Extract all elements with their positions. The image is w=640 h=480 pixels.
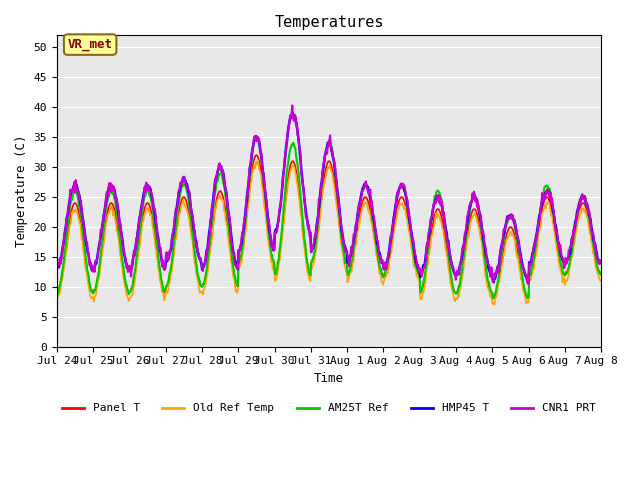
HMP45 T <box>396 184 404 190</box>
Line: Panel T: Panel T <box>57 155 601 299</box>
Panel T <box>53 290 61 296</box>
Panel T <box>253 152 260 158</box>
CNR1 PRT <box>412 253 420 259</box>
HMP45 T <box>53 265 61 271</box>
AM25T Ref <box>597 271 605 277</box>
Panel T <box>396 196 404 202</box>
X-axis label: Time: Time <box>314 372 344 385</box>
AM25T Ref <box>412 264 420 269</box>
CNR1 PRT <box>119 243 127 249</box>
CNR1 PRT <box>203 252 211 258</box>
AM25T Ref <box>396 184 404 190</box>
Panel T <box>119 263 127 269</box>
CNR1 PRT <box>525 281 532 287</box>
Panel T <box>412 263 420 269</box>
AM25T Ref <box>53 289 61 295</box>
Text: VR_met: VR_met <box>68 38 113 51</box>
CNR1 PRT <box>396 184 404 190</box>
Old Ref Temp <box>491 302 499 308</box>
Panel T <box>597 272 605 278</box>
Old Ref Temp <box>119 268 127 274</box>
AM25T Ref <box>203 266 211 272</box>
Panel T <box>174 216 182 221</box>
HMP45 T <box>597 259 605 265</box>
AM25T Ref <box>253 134 260 140</box>
CNR1 PRT <box>53 268 61 274</box>
Line: AM25T Ref: AM25T Ref <box>57 137 601 298</box>
Old Ref Temp <box>254 158 262 164</box>
Old Ref Temp <box>63 249 70 254</box>
HMP45 T <box>203 247 211 253</box>
Old Ref Temp <box>412 266 420 272</box>
Panel T <box>525 296 532 302</box>
Old Ref Temp <box>174 223 182 229</box>
HMP45 T <box>289 109 296 115</box>
Panel T <box>203 269 211 275</box>
AM25T Ref <box>174 204 182 209</box>
Line: Old Ref Temp: Old Ref Temp <box>57 161 601 305</box>
HMP45 T <box>119 239 127 245</box>
HMP45 T <box>174 196 182 202</box>
Old Ref Temp <box>203 275 211 280</box>
Line: HMP45 T: HMP45 T <box>57 112 601 282</box>
Y-axis label: Temperature (C): Temperature (C) <box>15 135 28 247</box>
Line: CNR1 PRT: CNR1 PRT <box>57 106 601 284</box>
CNR1 PRT <box>63 215 70 221</box>
CNR1 PRT <box>174 195 182 201</box>
HMP45 T <box>412 258 420 264</box>
AM25T Ref <box>119 260 127 265</box>
AM25T Ref <box>63 234 70 240</box>
CNR1 PRT <box>289 103 296 108</box>
Old Ref Temp <box>597 278 605 284</box>
Title: Temperatures: Temperatures <box>275 15 384 30</box>
AM25T Ref <box>490 295 497 301</box>
Old Ref Temp <box>53 295 61 301</box>
HMP45 T <box>490 279 497 285</box>
Old Ref Temp <box>396 201 404 207</box>
Panel T <box>63 239 70 245</box>
CNR1 PRT <box>597 260 605 265</box>
Legend: Panel T, Old Ref Temp, AM25T Ref, HMP45 T, CNR1 PRT: Panel T, Old Ref Temp, AM25T Ref, HMP45 … <box>57 399 601 418</box>
HMP45 T <box>63 216 70 221</box>
